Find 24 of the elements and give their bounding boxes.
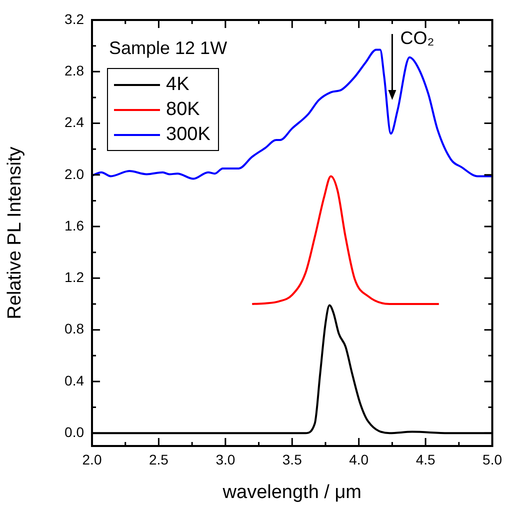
x-tick-label: 4.0: [349, 451, 369, 468]
x-tick-label: 5.0: [482, 451, 502, 468]
y-tick-label: 0.4: [64, 372, 84, 388]
x-tick-label: 2.5: [148, 451, 169, 468]
y-tick-label: 2.0: [64, 166, 84, 182]
legend-label: 300K: [166, 123, 210, 147]
x-tick-label: 3.5: [282, 451, 302, 468]
y-tick-label: 1.2: [64, 269, 84, 286]
x-tick-label: 4.5: [416, 451, 436, 468]
y-tick-label: 1.6: [64, 217, 84, 234]
y-axis-title: Relative PL Intensity: [4, 146, 26, 320]
x-axis-title: wavelength / μm: [222, 482, 362, 503]
x-tick-label: 2.0: [82, 451, 102, 468]
x-tick-label: 3.0: [216, 451, 236, 468]
y-tick-label: 3.2: [64, 10, 84, 27]
y-tick-label: 2.8: [64, 62, 84, 78]
y-tick-label: 0.0: [64, 424, 84, 440]
annotation: Sample 12 1W: [109, 38, 228, 58]
annotation: CO₂: [400, 28, 434, 48]
legend-label: 4K: [166, 73, 190, 97]
line-series: [251, 175, 440, 305]
y-tick-label: 0.8: [64, 320, 84, 337]
legend-label: 80K: [166, 98, 200, 122]
y-tick-label: 2.4: [64, 114, 84, 130]
